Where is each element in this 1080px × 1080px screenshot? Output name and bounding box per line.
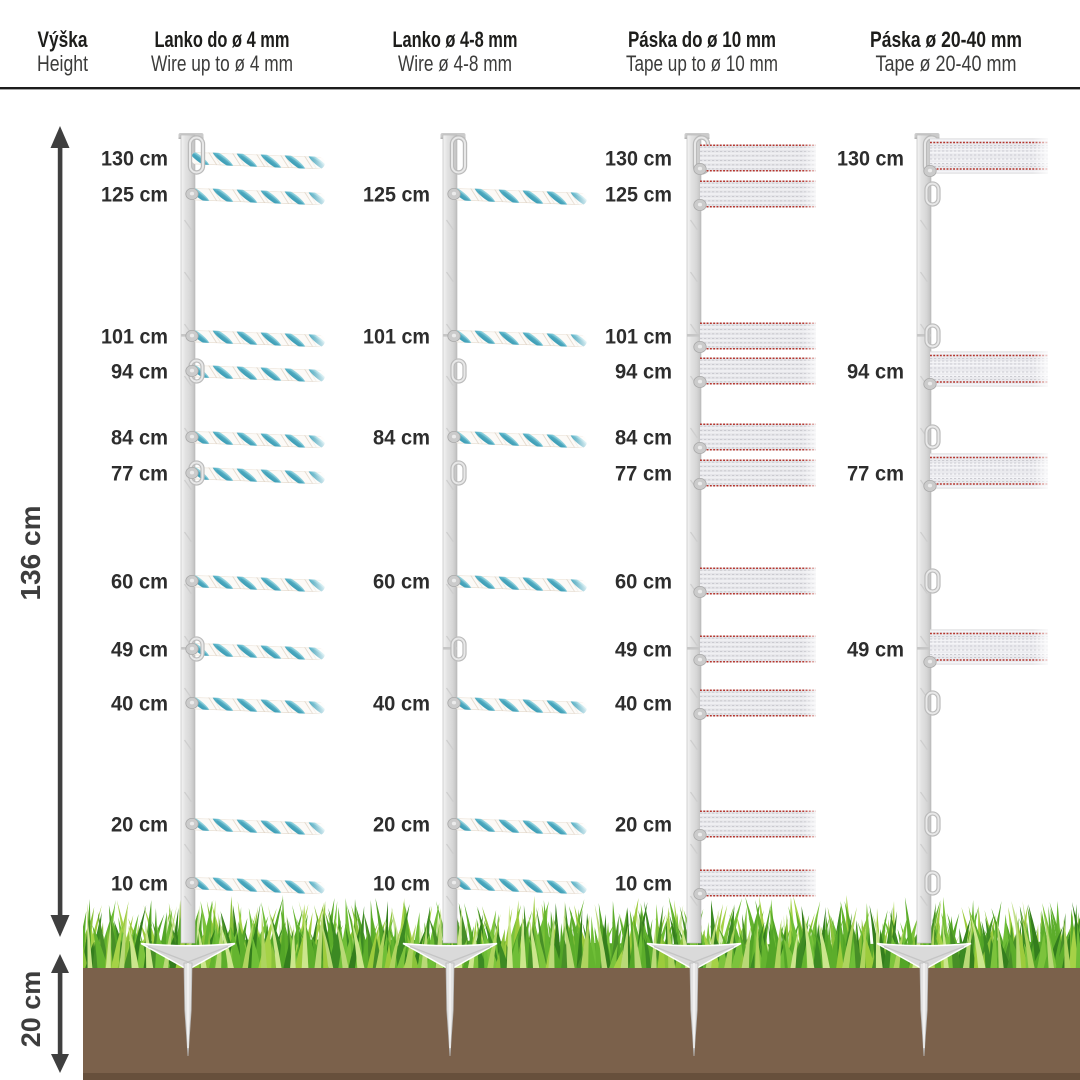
- svg-text:84 cm: 84 cm: [111, 426, 168, 450]
- svg-text:10 cm: 10 cm: [373, 872, 430, 896]
- svg-text:20 cm: 20 cm: [615, 813, 672, 837]
- svg-text:130 cm: 130 cm: [837, 147, 904, 171]
- svg-text:136 cm: 136 cm: [15, 506, 46, 601]
- svg-text:Tape ø 20-40 mm: Tape ø 20-40 mm: [876, 51, 1017, 76]
- svg-text:94 cm: 94 cm: [847, 360, 904, 384]
- svg-text:77 cm: 77 cm: [111, 462, 168, 486]
- svg-text:Tape up to ø 10 mm: Tape up to ø 10 mm: [626, 51, 778, 76]
- svg-text:84 cm: 84 cm: [373, 426, 430, 450]
- svg-text:125 cm: 125 cm: [363, 183, 430, 207]
- svg-text:20 cm: 20 cm: [373, 813, 430, 837]
- svg-text:84 cm: 84 cm: [615, 426, 672, 450]
- svg-text:Páska ø 20-40 mm: Páska ø 20-40 mm: [870, 27, 1022, 52]
- svg-text:20 cm: 20 cm: [16, 971, 46, 1048]
- svg-text:Lanko ø 4-8 mm: Lanko ø 4-8 mm: [393, 27, 518, 52]
- svg-text:10 cm: 10 cm: [615, 872, 672, 896]
- svg-text:101 cm: 101 cm: [605, 325, 672, 349]
- svg-text:60 cm: 60 cm: [111, 570, 168, 594]
- svg-text:94 cm: 94 cm: [111, 360, 168, 384]
- svg-text:Wire ø 4-8 mm: Wire ø 4-8 mm: [398, 51, 512, 76]
- svg-text:Páska do ø 10 mm: Páska do ø 10 mm: [628, 27, 776, 52]
- svg-text:Lanko do ø 4 mm: Lanko do ø 4 mm: [155, 27, 290, 52]
- svg-text:125 cm: 125 cm: [605, 183, 672, 207]
- svg-text:60 cm: 60 cm: [373, 570, 430, 594]
- svg-text:77 cm: 77 cm: [847, 462, 904, 486]
- svg-text:Výška: Výška: [38, 27, 88, 52]
- svg-text:125 cm: 125 cm: [101, 183, 168, 207]
- svg-text:Wire up to ø 4 mm: Wire up to ø 4 mm: [151, 51, 293, 76]
- svg-text:94 cm: 94 cm: [615, 360, 672, 384]
- svg-text:40 cm: 40 cm: [111, 692, 168, 716]
- svg-text:10 cm: 10 cm: [111, 872, 168, 896]
- svg-text:Height: Height: [37, 51, 89, 76]
- svg-text:40 cm: 40 cm: [615, 692, 672, 716]
- svg-text:77 cm: 77 cm: [615, 462, 672, 486]
- svg-text:130 cm: 130 cm: [605, 147, 672, 171]
- svg-text:49 cm: 49 cm: [847, 638, 904, 662]
- svg-text:60 cm: 60 cm: [615, 570, 672, 594]
- svg-text:49 cm: 49 cm: [615, 638, 672, 662]
- svg-text:101 cm: 101 cm: [101, 325, 168, 349]
- svg-text:40 cm: 40 cm: [373, 692, 430, 716]
- svg-text:101 cm: 101 cm: [363, 325, 430, 349]
- svg-text:130 cm: 130 cm: [101, 147, 168, 171]
- svg-text:20 cm: 20 cm: [111, 813, 168, 837]
- svg-text:49 cm: 49 cm: [111, 638, 168, 662]
